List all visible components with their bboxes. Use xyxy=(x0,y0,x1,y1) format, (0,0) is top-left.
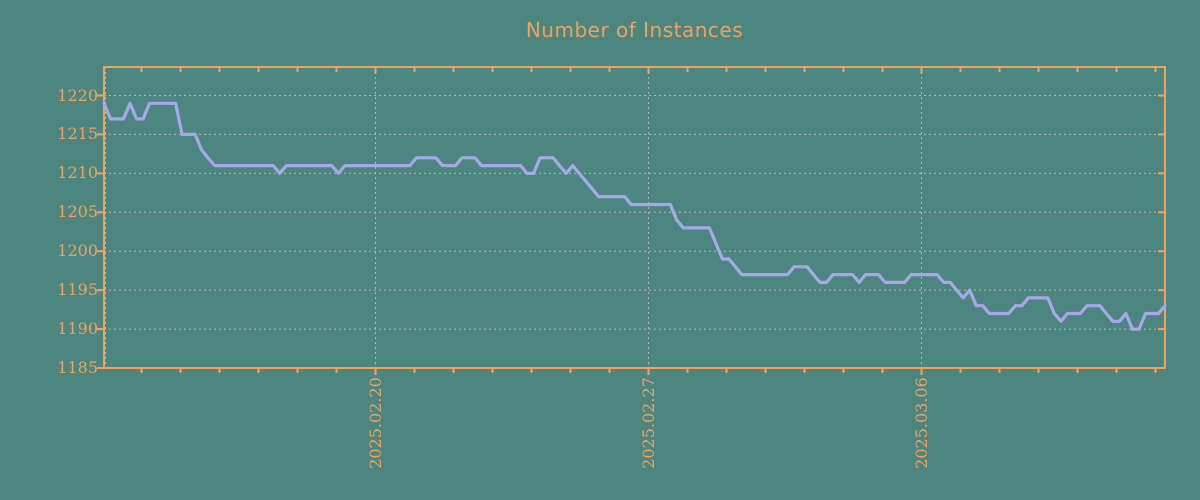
y-tick-label: 1215 xyxy=(57,124,98,144)
x-tick-label: 2025.02.27 xyxy=(638,377,658,469)
x-tick-label: 2025.02.20 xyxy=(365,377,385,469)
y-tick-label: 1220 xyxy=(57,85,98,105)
y-tick-label: 1210 xyxy=(57,163,98,183)
y-tick-label: 1185 xyxy=(57,358,98,377)
y-tick-label: 1205 xyxy=(57,202,98,222)
instances-line xyxy=(102,101,1167,331)
x-tick-label: 2025.03.06 xyxy=(911,377,931,469)
y-tick-label: 1195 xyxy=(57,280,98,300)
plot-border xyxy=(103,66,1166,369)
y-tick-label: 1190 xyxy=(57,319,98,339)
y-tick-label: 1200 xyxy=(57,241,98,261)
chart-title: Number of Instances xyxy=(525,18,744,42)
